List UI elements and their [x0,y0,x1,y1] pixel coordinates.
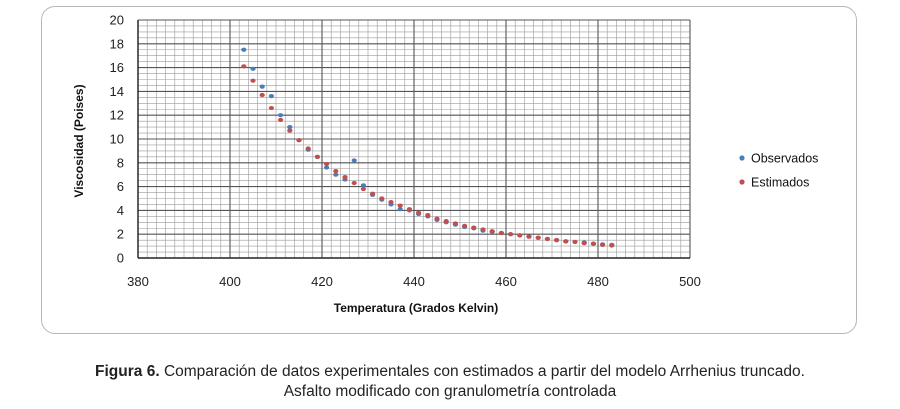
data-point-estimados [287,128,293,133]
data-point-estimados [609,243,615,248]
data-point-estimados [600,242,606,248]
data-point-estimados [305,146,311,151]
data-point-estimados [278,117,284,123]
data-point-estimados [590,241,597,246]
gridlines [137,19,691,259]
y-tick-label: 2 [117,227,124,242]
data-point-estimados [443,219,449,224]
data-point-observados [397,207,403,212]
y-tick-label: 20 [110,13,124,28]
data-point-estimados [526,234,532,239]
data-point-estimados [397,203,403,208]
data-point-estimados [517,233,523,238]
data-point-estimados [498,230,504,236]
data-point-estimados [333,169,339,174]
data-point-estimados [241,64,247,69]
data-point-observados [268,94,274,99]
data-point-estimados [425,213,431,218]
data-point-estimados [416,210,422,215]
x-tick-label: 420 [311,274,333,289]
data-point-estimados [462,223,468,228]
data-point-estimados [296,138,302,143]
data-point-observados [351,158,357,163]
data-point-estimados [360,186,366,192]
y-tick-label: 16 [110,60,124,75]
data-point-estimados [508,232,514,237]
chart-frame [41,6,857,334]
x-tick-label: 500 [679,274,701,289]
caption-label: Figura 6. [95,363,160,380]
caption-line1: Comparación de datos experimentales con … [159,363,805,380]
x-tick-label: 460 [495,274,517,289]
data-point-estimados [370,191,376,196]
axes [137,20,690,259]
y-tick-label: 14 [110,84,124,99]
x-tick-label: 440 [403,274,425,289]
x-tick-label: 400 [219,274,241,289]
data-point-estimados [324,161,330,167]
data-point-estimados [342,174,348,180]
scatter-chart: 380 400 420 440 460 480 500 0 2 4 6 8 10 12 14 16 18 20 T… [72,13,818,316]
caption-line2: Asfalto modificado con granulometría con… [283,383,617,400]
legend: Observados Estimados [739,152,818,190]
data-point-estimados [388,199,394,205]
y-tick-label: 6 [117,179,124,194]
data-point-estimados [406,207,412,212]
y-tick-label: 8 [117,155,124,170]
data-point-estimados [554,238,560,243]
legend-label-estimados: Estimados [751,176,809,190]
data-point-estimados [480,227,486,232]
data-point-observados [287,125,293,130]
x-tick-label: 380 [127,274,149,289]
data-point-estimados [535,235,541,240]
data-point-estimados [572,239,578,245]
data-point-estimados [259,92,265,98]
data-points [241,47,615,248]
data-point-estimados [268,105,274,111]
data-point-observados [241,47,247,52]
data-point-estimados [452,221,458,226]
data-point-estimados [250,78,256,83]
data-point-estimados [379,196,385,201]
figure-caption: Figura 6. Comparación de datos experimen… [0,362,900,402]
y-tick-label: 10 [110,132,124,147]
data-point-estimados [544,236,551,242]
data-point-observados [360,183,366,188]
data-point-estimados [581,241,587,246]
data-point-estimados [489,229,495,234]
x-tick-label: 480 [587,274,609,289]
y-tick-label: 18 [110,36,124,51]
data-point-estimados [434,216,440,221]
data-point-estimados [314,154,320,159]
y-axis-title: Viscosidad (Poises) [72,84,86,197]
y-tick-label: 4 [117,203,124,218]
data-point-estimados [471,225,477,230]
legend-marker-estimados [739,179,745,185]
data-point-observados [250,66,256,71]
y-tick-label: 0 [117,251,124,266]
data-point-observados [278,113,284,118]
y-tick-label: 12 [110,108,124,123]
tick-labels: 380 400 420 440 460 480 500 0 2 4 6 8 10 12 14 16 18 20 [110,13,701,290]
x-axis-title: Temperatura (Grados Kelvin) [334,301,498,315]
legend-label-observados: Observados [751,152,818,166]
data-point-estimados [351,180,357,186]
data-point-observados [259,84,265,89]
data-point-estimados [563,239,569,244]
data-point-observados [333,172,339,177]
data-point-observados [324,165,330,170]
legend-marker-observados [739,155,745,161]
